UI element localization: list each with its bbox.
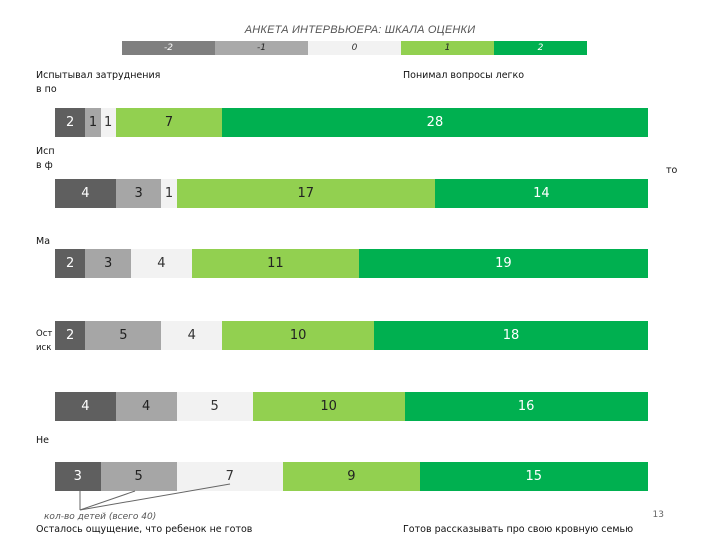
bar-segment-r1-c4: 28 — [222, 108, 648, 137]
bottom-right-label: Готов рассказывать про свою кровную семь… — [403, 524, 634, 535]
bar-segment-r3-c3: 11 — [191, 249, 359, 278]
bar-row-1: 2 1 1 7 28 — [55, 108, 663, 137]
row4-left-label-cont: иск — [36, 343, 52, 353]
data-label: 10 — [320, 399, 337, 414]
row2-left-label: Исп — [36, 146, 55, 157]
bar-segment-r4-c1: 5 — [85, 321, 162, 350]
page-number: 13 — [652, 510, 664, 520]
data-label: 18 — [502, 328, 520, 343]
data-label: 9 — [347, 469, 356, 484]
data-label: 19 — [495, 256, 512, 271]
data-label: 7 — [164, 115, 174, 130]
data-label: 4 — [81, 399, 90, 414]
row1-left-label: Испытывал затруднения — [36, 70, 161, 81]
data-label: 2 — [66, 256, 75, 271]
row2-right-label: то — [666, 165, 678, 176]
data-label: 28 — [426, 115, 444, 130]
data-label: 10 — [289, 328, 307, 343]
data-label: 5 — [210, 399, 219, 414]
chart-title: АНКЕТА ИНТЕРВЬЮЕРА: ШКАЛА ОЦЕНКИ — [244, 24, 476, 36]
data-label: 2 — [66, 328, 75, 343]
bar-segment-r6-c2: 7 — [176, 462, 283, 491]
data-label: 3 — [104, 256, 113, 271]
bar-segment-r6-c1: 5 — [100, 462, 177, 491]
row1-left-label-cont: в по — [36, 84, 57, 95]
data-label: 3 — [73, 469, 82, 484]
bottom-left-label: Осталось ощущение, что ребенок не готов — [36, 524, 253, 535]
bar-segment-r5-c3: 10 — [252, 392, 405, 421]
row4-left-label: Ост — [36, 329, 53, 339]
scale-cell-3: 1 — [401, 41, 494, 55]
bar-segment-r2-c0: 4 — [55, 179, 116, 208]
data-label: 14 — [533, 186, 550, 201]
bar-segment-r4-c4: 18 — [374, 321, 648, 350]
bar-segment-r4-c2: 4 — [161, 321, 223, 350]
bar-row-6: 3 5 7 9 15 — [55, 462, 663, 491]
bar-segment-r3-c4: 19 — [358, 249, 648, 278]
bar-segment-r2-c3: 17 — [176, 179, 435, 208]
bar-segment-r5-c4: 16 — [404, 392, 648, 421]
data-label: 1 — [104, 115, 113, 130]
row6-left-label: Не — [36, 435, 49, 446]
data-label: 15 — [525, 469, 543, 484]
bar-segment-r3-c0: 2 — [55, 249, 86, 278]
data-label: 1 — [88, 115, 98, 130]
bar-segment-r5-c2: 5 — [176, 392, 253, 421]
bar-row-3: 2 3 4 11 19 — [55, 249, 663, 278]
scale-cell-2: 0 — [308, 41, 401, 55]
scale-cell-1: -1 — [215, 41, 308, 55]
data-label: 4 — [142, 399, 151, 414]
data-label: 16 — [517, 399, 535, 414]
row2-left-label-cont: в ф — [36, 160, 53, 171]
bar-segment-r2-c2: 1 — [161, 179, 177, 208]
bar-row-2: 4 3 1 17 14 — [55, 179, 663, 208]
bar-segment-r4-c3: 10 — [222, 321, 375, 350]
data-label: 3 — [134, 186, 143, 201]
data-label: 2 — [66, 115, 75, 130]
count-note: кол-во детей (всего 40) — [44, 512, 157, 522]
data-label: 11 — [267, 256, 284, 271]
bar-segment-r1-c0: 2 — [55, 108, 86, 137]
data-label: 4 — [81, 186, 90, 201]
row1-right-label: Понимал вопросы легко — [403, 70, 525, 81]
bar-segment-r1-c1: 1 — [85, 108, 101, 137]
data-label: 5 — [119, 328, 128, 343]
bar-segment-r5-c0: 4 — [55, 392, 116, 421]
bar-segment-r1-c2: 1 — [100, 108, 116, 137]
data-label: 4 — [187, 328, 196, 343]
data-label: 17 — [297, 186, 315, 201]
bar-segment-r6-c4: 15 — [419, 462, 648, 491]
bar-segment-r6-c0: 3 — [55, 462, 101, 491]
data-label: 4 — [157, 256, 166, 271]
bar-segment-r3-c1: 3 — [85, 249, 131, 278]
scale-cell-0: -2 — [122, 41, 215, 55]
bar-segment-r4-c0: 2 — [55, 321, 86, 350]
bar-segment-r3-c2: 4 — [130, 249, 192, 278]
bar-segment-r2-c4: 14 — [434, 179, 648, 208]
data-label: 1 — [164, 186, 174, 201]
scale-legend: -2 -1 0 1 2 — [122, 41, 587, 55]
data-label: 7 — [225, 469, 234, 484]
row3-left-label: Ма — [36, 236, 51, 247]
bar-segment-r5-c1: 4 — [115, 392, 177, 421]
bar-row-5: 4 4 5 10 16 — [55, 392, 663, 421]
bar-segment-r6-c3: 9 — [282, 462, 420, 491]
bar-segment-r2-c1: 3 — [115, 179, 162, 208]
scale-cell-4: 2 — [494, 41, 587, 55]
bar-segment-r1-c3: 7 — [115, 108, 223, 137]
data-label: 5 — [134, 469, 143, 484]
bar-row-4: 2 5 4 10 18 — [55, 321, 663, 350]
